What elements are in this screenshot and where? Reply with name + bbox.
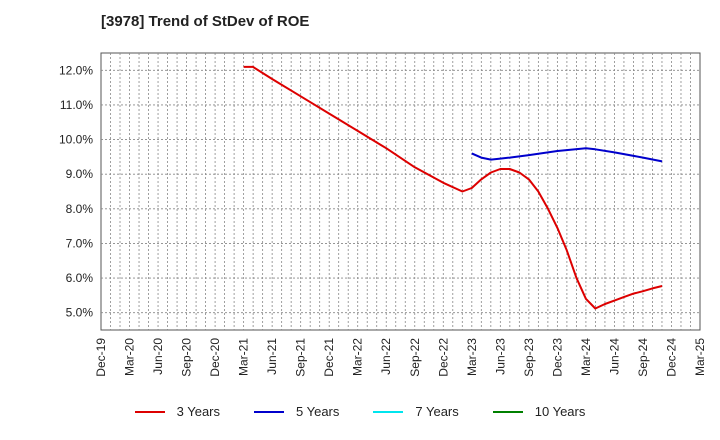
legend-swatch <box>134 410 165 413</box>
x-tick-label: Mar-20 <box>123 338 137 376</box>
x-tick-label: Dec-21 <box>322 338 336 377</box>
x-tick-label: Dec-24 <box>664 338 678 377</box>
legend-swatch <box>373 410 404 413</box>
y-tick-label: 11.0% <box>60 98 93 112</box>
legend-item: 3 Years <box>134 404 220 419</box>
legend-swatch <box>254 410 284 413</box>
legend-swatch <box>492 410 523 413</box>
y-axis-labels: 5.0% 6.0% 7.0% 8.0% 9.0% 10.0% 11.0% 12.0% <box>59 63 93 319</box>
y-tick-label: 10.0% <box>59 133 93 147</box>
y-tick-label: 7.0% <box>66 236 94 250</box>
y-tick-label: 5.0% <box>66 306 94 320</box>
y-tick-label: 8.0% <box>66 202 94 216</box>
x-tick-label: Sep-21 <box>294 338 308 377</box>
x-tick-label: Dec-22 <box>436 338 450 377</box>
x-tick-label: Mar-21 <box>237 338 251 376</box>
x-tick-label: Sep-24 <box>636 338 650 377</box>
y-tick-label: 9.0% <box>66 167 94 181</box>
x-tick-label: Jun-24 <box>607 338 621 375</box>
x-tick-label: Mar-22 <box>351 338 365 376</box>
legend-label: 5 Years <box>296 404 340 419</box>
x-tick-label: Sep-23 <box>522 338 536 377</box>
y-tick-label: 12.0% <box>59 63 93 77</box>
x-tick-label: Dec-19 <box>94 338 108 377</box>
x-tick-label: Mar-24 <box>579 338 593 376</box>
legend-item: 10 Years <box>492 404 586 419</box>
series-lines <box>243 65 663 310</box>
legend-item: 5 Years <box>254 404 339 419</box>
y-tick-label: 6.0% <box>66 271 94 285</box>
x-tick-label: Jun-20 <box>151 338 165 375</box>
plot-area <box>100 52 701 331</box>
series-line-3-years <box>243 65 663 310</box>
x-tick-label: Dec-20 <box>208 338 222 377</box>
legend-label: 10 Years <box>534 404 586 419</box>
x-tick-label: Mar-23 <box>465 338 479 376</box>
chart-title: [3978] Trend of StDev of ROE <box>101 13 310 30</box>
x-axis-labels: Dec-19 Mar-20 Jun-20 Sep-20 Dec-20 Mar-21 Jun-… <box>94 338 707 377</box>
x-tick-label: Mar-25 <box>693 338 707 376</box>
x-tick-label: Dec-23 <box>550 338 564 377</box>
x-tick-label: Jun-22 <box>379 338 393 375</box>
legend-label: 7 Years <box>415 404 459 419</box>
x-tick-label: Sep-20 <box>180 338 194 377</box>
series-line-5-years <box>471 147 663 163</box>
x-tick-label: Sep-22 <box>408 338 422 377</box>
legend-item: 7 Years <box>373 404 459 419</box>
legend: 3 Years 5 Years 7 Years 10 Years <box>0 404 720 419</box>
legend-label: 3 Years <box>176 404 220 419</box>
x-tick-label: Jun-21 <box>265 338 279 375</box>
x-tick-label: Jun-23 <box>493 338 507 375</box>
